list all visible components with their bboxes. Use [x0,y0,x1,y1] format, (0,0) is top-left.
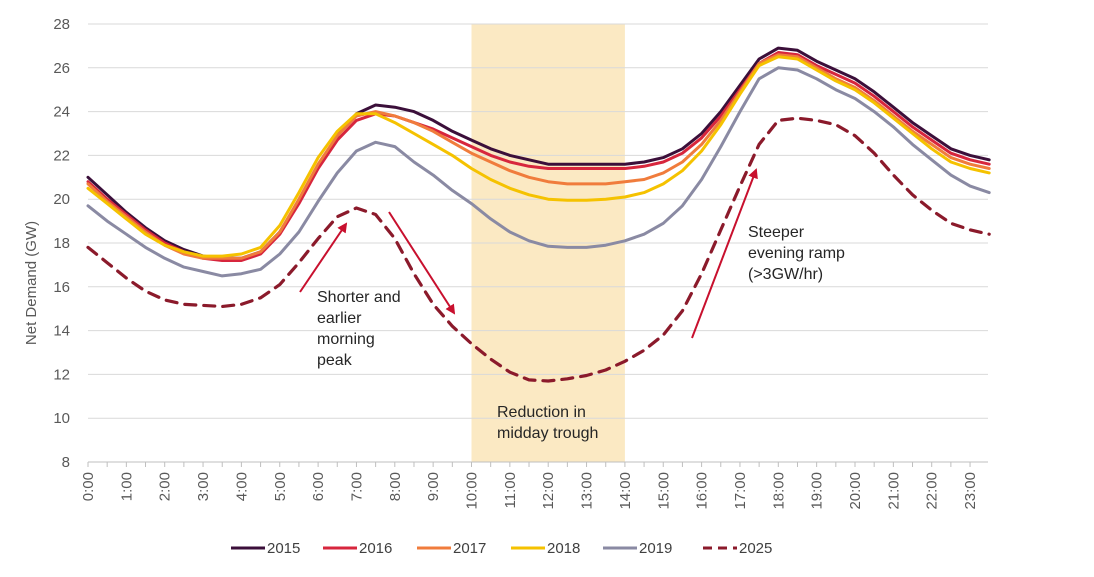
gridlines [88,23,988,419]
y-tick-label: 24 [53,104,70,121]
annotation-line: Steeper [748,224,805,241]
annotation-arrows [299,168,758,339]
legend-label-2018: 2018 [547,540,580,557]
y-axis-title: Net Demand (GW) [23,221,40,345]
x-tick-label: 6:00 [310,472,327,501]
annotation-midday-trough: Reduction in midday trough [497,404,598,442]
y-tick-label: 16 [53,279,70,296]
x-tick-label: 11:00 [502,472,519,508]
x-tick-label: 14:00 [617,472,634,510]
annotation-line: morning [317,331,375,348]
x-tick-label: 16:00 [694,472,711,510]
x-tick-label: 5:00 [272,472,289,501]
annotation-line: earlier [317,310,362,327]
y-tick-label: 28 [53,16,70,33]
series-line-2017 [86,53,991,260]
y-tick-label: 22 [53,147,70,164]
annotation-line: Shorter and [317,289,401,306]
arrow-morning-fall [388,211,456,315]
y-tick-label: 10 [53,410,70,427]
x-tick-label: 19:00 [809,472,826,510]
arrow-evening-ramp [691,168,758,339]
arrow-morning-rise [299,222,348,293]
legend: 2015 2016 2017 2018 2019 2025 [231,540,772,557]
y-tick-label: 8 [62,454,70,471]
x-tick-label: 13:00 [579,472,596,510]
y-tick-label: 26 [53,60,70,77]
y-tick-label: 14 [53,323,70,340]
x-tick-label: 8:00 [387,472,404,501]
legend-label-2016: 2016 [359,540,392,557]
legend-label-2015: 2015 [267,540,300,557]
y-tick-label: 20 [53,191,70,208]
annotation-line: peak [317,352,353,369]
annotation-line: midday trough [497,425,598,442]
x-tick-label: 22:00 [924,472,941,510]
series-line-2016 [86,51,991,262]
y-tick-label: 12 [53,366,70,383]
series-line-2018 [86,55,991,258]
annotation-evening-ramp: Steeper evening ramp (>3GW/hr) [748,224,845,283]
legend-label-2017: 2017 [453,540,486,557]
annotation-line: (>3GW/hr) [748,266,823,283]
x-tick-label: 12:00 [540,472,557,510]
x-tick-label: 21:00 [885,472,902,510]
x-tick-label: 20:00 [847,472,864,510]
annotation-line: evening ramp [748,245,845,262]
legend-label-2025: 2025 [739,540,772,557]
series-line-2019 [86,66,991,278]
x-tick-label: 9:00 [425,472,442,501]
x-tick-label: 18:00 [770,472,787,510]
series-lines [86,46,991,383]
x-tick-label: 23:00 [962,472,979,510]
x-tick-label: 10:00 [464,472,481,510]
y-tick-label: 18 [53,235,70,252]
x-tick-label: 1:00 [118,472,135,501]
annotation-line: Reduction in [497,404,586,421]
x-tick-label: 3:00 [195,472,212,501]
series-line-2025 [86,116,991,383]
x-tick-label: 17:00 [732,472,749,510]
x-tick-label: 0:00 [80,472,97,501]
legend-label-2019: 2019 [639,540,672,557]
annotations: Shorter and earlier morning peak Reduction i… [317,224,845,442]
x-tick-label: 4:00 [233,472,250,501]
x-tick-label: 15:00 [655,472,672,510]
x-tick-label: 2:00 [157,472,174,501]
annotation-morning-peak: Shorter and earlier morning peak [317,289,401,369]
axes: 8 10 12 14 16 18 20 22 24 26 28 0:00 1:00 2:00 3:00 4:0… [23,16,988,510]
x-tick-label: 7:00 [348,472,365,501]
